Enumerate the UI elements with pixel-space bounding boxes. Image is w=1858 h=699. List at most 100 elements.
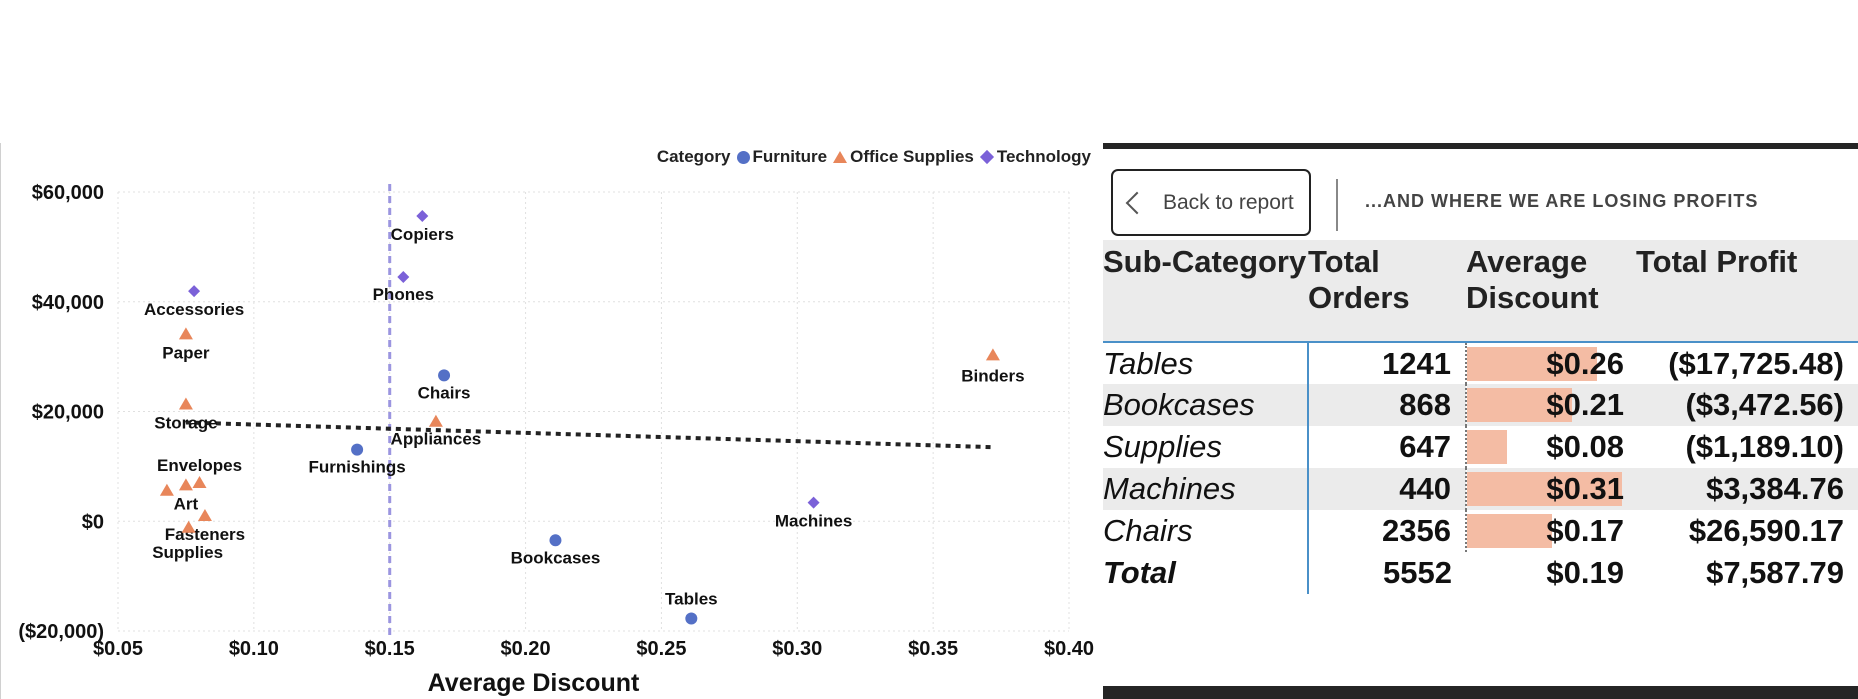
x-tick-label: $0.30 — [772, 638, 822, 660]
data-point-triangle — [178, 397, 193, 410]
x-tick-label: $0.25 — [636, 638, 686, 660]
discount-value: $0.08 — [1546, 429, 1624, 464]
discount-value: $0.21 — [1546, 387, 1624, 422]
table-row[interactable]: Tables 1241 $0.26 ($17,725.48) — [1103, 341, 1858, 384]
discount-data-bar — [1467, 388, 1572, 422]
cell-subcategory: Tables — [1103, 341, 1308, 384]
data-label: Appliances — [391, 430, 482, 449]
data-point-triangle — [159, 483, 174, 496]
scatter-chart: $0.05 $0.10 $0.15 $0.20 $0.25 $0.30 $0.35 $0.40… — [18, 182, 1094, 697]
x-tick-label: $0.40 — [1044, 638, 1094, 660]
data-point-diamond — [188, 285, 201, 298]
data-point-triangle — [178, 327, 193, 340]
column-header-orders[interactable]: Total Orders — [1308, 240, 1466, 342]
data-point-triangle — [985, 348, 1000, 361]
data-label: Bookcases — [511, 548, 601, 567]
data-label: Accessories — [144, 300, 244, 319]
column-header-subcategory[interactable]: Sub-Category — [1103, 240, 1308, 342]
x-tick-label: $0.20 — [501, 638, 551, 660]
report-panel: Back to report ...AND WHERE WE ARE LOSIN… — [1103, 143, 1858, 699]
table-row[interactable]: Bookcases 868 $0.21 ($3,472.56) — [1103, 384, 1858, 426]
cell-profit: $26,590.17 — [1688, 513, 1844, 548]
table-row[interactable]: Chairs 2356 $0.17 $26,590.17 — [1103, 510, 1858, 552]
table-row[interactable]: Supplies 647 $0.08 ($1,189.10) — [1103, 426, 1858, 468]
data-point-circle — [549, 534, 562, 547]
data-label: Tables — [665, 590, 718, 609]
cell-orders: 868 — [1307, 384, 1466, 426]
data-label: Storage — [154, 413, 217, 432]
data-label: Furnishings — [308, 458, 405, 477]
data-label: Envelopes — [157, 456, 242, 475]
bottom-divider-bar — [1103, 686, 1858, 699]
y-tick-label: $20,000 — [32, 402, 104, 424]
data-label: Chairs — [418, 383, 471, 402]
trend-line — [185, 420, 993, 450]
cell-profit: ($17,725.48) — [1636, 341, 1858, 384]
total-discount: $0.19 — [1546, 555, 1624, 590]
discount-data-bar — [1467, 347, 1597, 381]
total-profit: $7,587.79 — [1706, 555, 1844, 590]
subcategory-table: Sub-Category Total Orders Average Discou… — [1103, 240, 1858, 594]
y-tick-label: $60,000 — [32, 182, 104, 204]
data-label: Phones — [373, 285, 434, 304]
chevron-left-icon — [1125, 191, 1149, 214]
x-axis-title: Average Discount — [428, 669, 640, 697]
y-tick-label: $0 — [82, 511, 104, 533]
discount-value: $0.31 — [1546, 471, 1624, 506]
discount-value: $0.17 — [1546, 513, 1624, 548]
cell-discount: $0.26 — [1465, 341, 1636, 384]
cell-discount: $0.17 — [1465, 510, 1636, 552]
legend-title: Category — [656, 147, 731, 166]
x-tick-label: $0.10 — [229, 638, 279, 660]
scatter-chart-panel: $0.05 $0.10 $0.15 $0.20 $0.25 $0.30 $0.35 $0.40… — [0, 143, 1103, 699]
data-point-triangle — [181, 520, 196, 533]
header-separator — [1336, 179, 1338, 231]
legend-label: Office Supplies — [850, 147, 974, 166]
discount-data-bar — [1467, 472, 1622, 506]
total-label: Total — [1103, 555, 1176, 590]
cell-orders: 440 — [1307, 468, 1466, 510]
cell-orders: 647 — [1307, 426, 1466, 468]
data-label: Supplies — [152, 543, 223, 562]
triangle-marker-icon — [833, 151, 848, 163]
data-point-diamond — [807, 496, 820, 509]
cell-discount: $0.21 — [1465, 384, 1636, 426]
data-label: Binders — [961, 366, 1024, 385]
data-point-circle — [351, 443, 364, 456]
cell-discount: $0.31 — [1465, 468, 1636, 510]
x-tick-label: $0.35 — [908, 638, 958, 660]
column-header-discount[interactable]: Average Discount — [1466, 240, 1636, 342]
legend-label: Furniture — [752, 147, 828, 166]
legend-item-office-supplies[interactable]: Office Supplies — [833, 147, 974, 167]
page-subtitle: ...AND WHERE WE ARE LOSING PROFITS — [1365, 191, 1759, 211]
data-point-triangle — [197, 509, 212, 522]
table-total-row: Total 5552 $0.19 $7,587.79 — [1103, 552, 1858, 594]
table-row[interactable]: Machines 440 $0.31 $3,384.76 — [1103, 468, 1858, 510]
circle-marker-icon — [736, 150, 750, 164]
data-point-diamond — [397, 270, 410, 283]
x-tick-label: $0.15 — [365, 638, 415, 660]
top-divider-bar — [1103, 143, 1858, 149]
data-label: Fasteners — [165, 525, 245, 544]
data-label: Paper — [162, 343, 210, 362]
data-label: Copiers — [391, 225, 454, 244]
data-point-circle — [438, 369, 451, 382]
cell-subcategory: Supplies — [1103, 429, 1222, 464]
cell-profit: ($1,189.10) — [1685, 429, 1844, 464]
legend-item-furniture[interactable]: Furniture — [736, 147, 828, 167]
discount-data-bar — [1467, 430, 1507, 464]
cell-orders: 2356 — [1307, 510, 1466, 552]
column-header-profit[interactable]: Total Profit — [1636, 240, 1858, 342]
legend-item-technology[interactable]: Technology — [979, 147, 1091, 167]
back-to-report-button[interactable]: Back to report — [1111, 169, 1311, 236]
y-tick-label: ($20,000) — [18, 621, 104, 643]
data-point-triangle — [428, 414, 443, 427]
legend-label: Technology — [996, 147, 1091, 166]
cell-subcategory: Machines — [1103, 468, 1308, 510]
cell-orders: 1241 — [1307, 341, 1466, 384]
discount-data-bar — [1467, 514, 1552, 548]
cell-profit: ($3,472.56) — [1636, 384, 1858, 426]
chart-legend: Category Furniture Office Supplies Techn… — [657, 147, 1091, 167]
x-tick-label: $0.05 — [93, 638, 143, 660]
back-button-label: Back to report — [1163, 190, 1294, 214]
